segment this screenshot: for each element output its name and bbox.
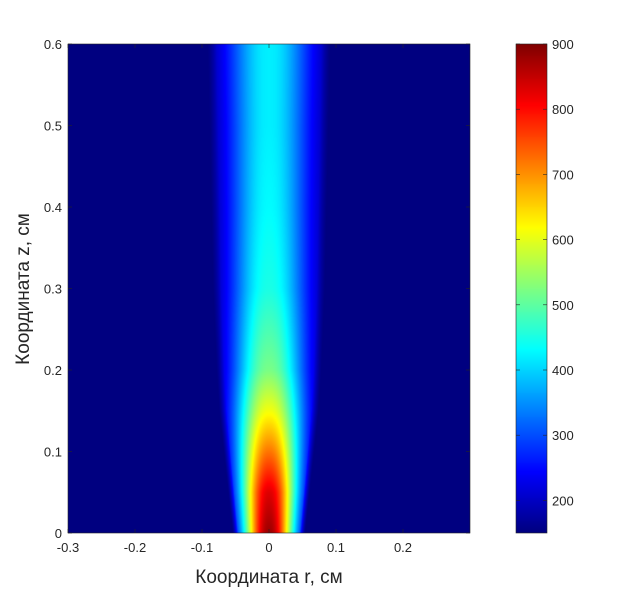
colorbar-tick-label: 200 xyxy=(552,493,574,508)
y-tick-label: 0.2 xyxy=(44,363,62,378)
y-tick-label: 0.3 xyxy=(44,282,62,297)
colorbar-tick-label: 500 xyxy=(552,298,574,313)
colorbar-container xyxy=(516,44,547,533)
colorbar-axis: 200 300 400 500 600 700 800 900 xyxy=(516,37,574,508)
colorbar-tick-label: 600 xyxy=(552,233,574,248)
y-tick-label: 0.6 xyxy=(44,37,62,52)
x-axis: -0.3 -0.2 -0.1 0 0.1 0.2 xyxy=(57,44,412,555)
colorbar-frame xyxy=(515,43,548,534)
x-tick-label: 0 xyxy=(265,540,272,555)
y-tick-label: 0 xyxy=(55,526,62,541)
x-tick-label: -0.2 xyxy=(124,540,146,555)
y-tick-label: 0.4 xyxy=(44,200,62,215)
x-axis-label: Координата r, см xyxy=(195,567,342,588)
y-tick-label: 0.5 xyxy=(44,119,62,134)
colorbar-tick-label: 400 xyxy=(552,363,574,378)
y-axis: 0 0.1 0.2 0.3 0.4 0.5 0.6 xyxy=(44,37,470,541)
colorbar-tick-label: 800 xyxy=(552,102,574,117)
x-tick-label: -0.1 xyxy=(191,540,213,555)
x-tick-label: 0.1 xyxy=(327,540,345,555)
heatmap-field-container xyxy=(68,44,470,533)
colorbar-tick-label: 700 xyxy=(552,167,574,182)
colorbar-tick-label: 900 xyxy=(552,37,574,52)
heatmap-field xyxy=(68,44,470,533)
y-tick-label: 0.1 xyxy=(44,445,62,460)
y-axis-label: Координата z, см xyxy=(13,213,34,365)
colorbar-tick-label: 300 xyxy=(552,428,574,443)
colorbar xyxy=(516,44,547,533)
x-tick-label: -0.3 xyxy=(57,540,79,555)
x-tick-label: 0.2 xyxy=(394,540,412,555)
